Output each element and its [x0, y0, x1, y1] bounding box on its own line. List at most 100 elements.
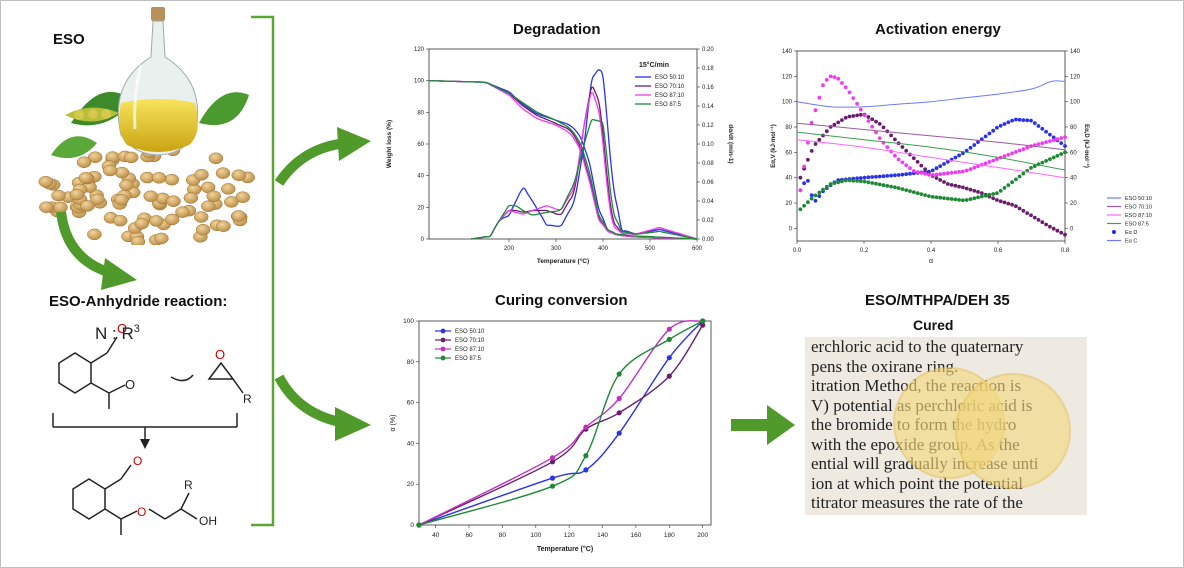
data-point — [1002, 200, 1007, 205]
data-point — [896, 157, 901, 162]
data-point — [968, 167, 973, 171]
data-point — [896, 186, 901, 191]
data-point — [843, 85, 848, 90]
legend-marker — [440, 346, 446, 352]
data-point — [806, 179, 810, 183]
legend-marker — [1112, 230, 1116, 234]
data-point — [964, 198, 969, 202]
data-point — [881, 174, 886, 179]
soybean — [102, 164, 118, 177]
data-point — [877, 122, 882, 126]
y2-tick-label: 100 — [1070, 100, 1081, 106]
atom-o-minus: O — [125, 377, 135, 392]
data-point — [987, 131, 992, 136]
oil-bottle-icon — [117, 7, 199, 156]
data-point — [828, 182, 833, 186]
data-point — [855, 179, 859, 183]
y2-tick-label: 0.10 — [702, 142, 714, 148]
data-point — [919, 192, 924, 197]
data-point — [998, 199, 1003, 204]
y-tick-label: 120 — [414, 47, 425, 53]
data-point — [1017, 206, 1022, 211]
dotted-series-4 — [798, 150, 1067, 212]
data-point — [923, 193, 927, 198]
data-point — [616, 395, 622, 402]
green-bracket — [251, 15, 275, 527]
ester-o: O — [137, 505, 146, 519]
data-point — [1014, 117, 1018, 122]
data-point — [1025, 211, 1030, 216]
data-point — [991, 192, 996, 196]
data-point — [961, 198, 965, 203]
data-point — [1036, 218, 1041, 222]
data-point — [798, 175, 803, 180]
data-point — [972, 143, 977, 147]
y2-tick-label: 0.02 — [702, 218, 714, 224]
data-point — [976, 190, 980, 194]
y-tick-label: 60 — [407, 400, 415, 407]
data-point — [847, 114, 852, 119]
data-point — [824, 77, 829, 82]
soybean — [76, 156, 92, 168]
data-point — [945, 196, 950, 201]
data-point — [1025, 118, 1030, 123]
data-point — [700, 322, 706, 328]
data-point — [938, 164, 943, 168]
data-point — [957, 153, 961, 158]
data-point — [1051, 226, 1056, 231]
photo-text-line: pens the oxirane ring. — [811, 356, 959, 376]
soybean — [201, 200, 216, 212]
x-tick-label: 180 — [664, 532, 675, 539]
x-tick-label: 500 — [645, 246, 656, 252]
data-point — [855, 101, 859, 106]
data-point — [616, 410, 622, 416]
data-point — [1006, 152, 1011, 157]
y2-tick-label: 80 — [1070, 125, 1077, 131]
soybean — [143, 190, 158, 202]
data-point — [983, 193, 988, 198]
data-point — [832, 75, 837, 79]
dotted-series-3 — [798, 74, 1067, 193]
legend-marker — [440, 355, 446, 361]
legend-label: ESO 87:10 — [655, 93, 685, 99]
data-point — [934, 176, 939, 180]
data-point — [949, 183, 954, 187]
y-tick-label: 80 — [417, 110, 424, 116]
data-point — [1021, 147, 1026, 151]
soybean — [164, 213, 180, 226]
data-point — [700, 318, 706, 324]
product-structure — [72, 464, 198, 535]
soybean — [51, 189, 66, 202]
legend-label: ESO 87:10 — [1125, 213, 1152, 219]
soybean — [87, 151, 103, 163]
data-point — [832, 122, 837, 127]
data-point — [972, 165, 977, 170]
data-point — [858, 107, 863, 112]
data-point — [840, 81, 844, 85]
data-point — [893, 153, 897, 158]
data-point — [1010, 180, 1014, 185]
data-point — [957, 184, 961, 189]
data-point — [908, 189, 912, 194]
y2-tick-label: 0.08 — [702, 161, 714, 167]
data-point — [1032, 215, 1037, 220]
soybean — [149, 215, 164, 227]
data-point — [847, 178, 852, 183]
data-point — [893, 173, 897, 178]
data-point — [1048, 132, 1052, 137]
data-point — [828, 74, 833, 79]
data-point — [1029, 213, 1033, 218]
data-point — [976, 164, 980, 169]
x-tick-label: 400 — [598, 246, 609, 252]
x-tick-label: 120 — [564, 532, 575, 539]
data-point — [862, 179, 867, 184]
y2-tick-label: 0.06 — [702, 180, 714, 186]
data-point — [616, 371, 622, 377]
data-point — [968, 187, 973, 192]
data-point — [1048, 139, 1052, 143]
x-tick-label: 0.6 — [994, 248, 1003, 254]
data-point — [983, 161, 988, 166]
data-point — [964, 148, 969, 153]
data-point — [1021, 118, 1026, 122]
data-point — [1040, 141, 1045, 145]
